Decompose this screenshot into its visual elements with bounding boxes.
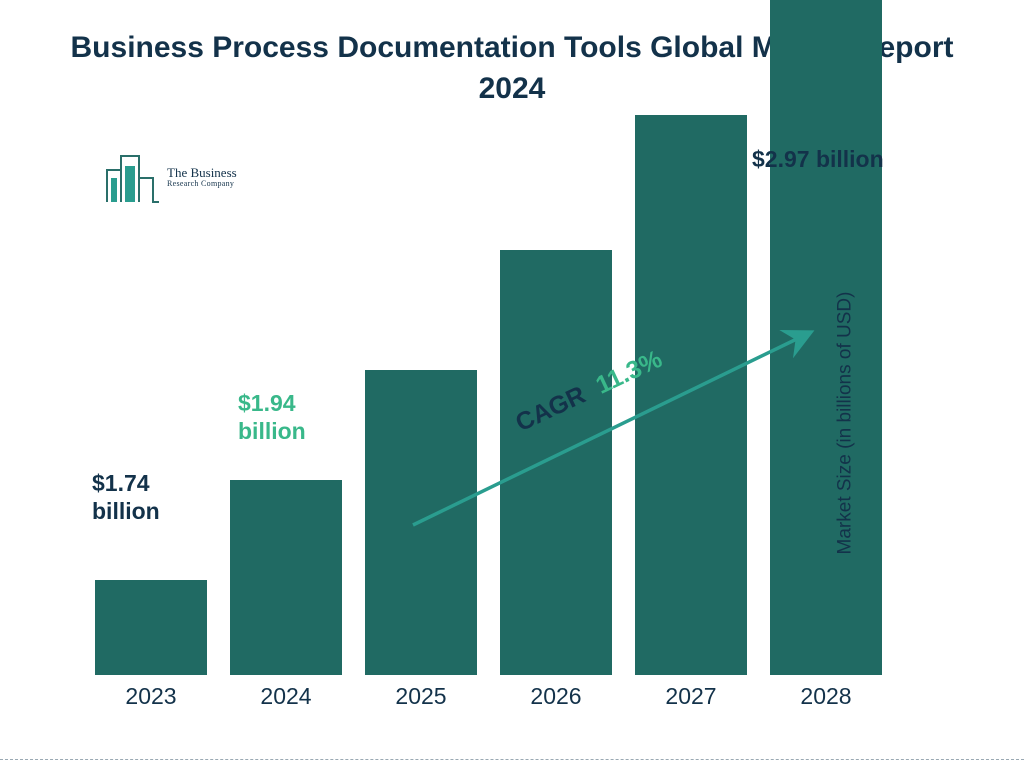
bar-2027 — [635, 115, 747, 675]
x-label-2023: 2023 — [91, 683, 211, 710]
x-label-2026: 2026 — [496, 683, 616, 710]
chart-plot-area — [85, 135, 895, 675]
bar-2023 — [95, 580, 207, 675]
x-label-2025: 2025 — [361, 683, 481, 710]
x-label-2024: 2024 — [226, 683, 346, 710]
value-label-0: $1.74billion — [92, 470, 160, 525]
y-axis-label: Market Size (in billions of USD) — [835, 291, 857, 554]
value-label-1: $1.94billion — [238, 390, 306, 445]
bar-2025 — [365, 370, 477, 675]
bar-chart: Market Size (in billions of USD) CAGR 11… — [85, 135, 935, 710]
x-label-2027: 2027 — [631, 683, 751, 710]
value-label-2: $2.97 billion — [752, 146, 884, 174]
bar-2028 — [770, 0, 882, 675]
bar-2024 — [230, 480, 342, 675]
footer-divider — [0, 759, 1024, 760]
bar-2026 — [500, 250, 612, 675]
x-label-2028: 2028 — [766, 683, 886, 710]
